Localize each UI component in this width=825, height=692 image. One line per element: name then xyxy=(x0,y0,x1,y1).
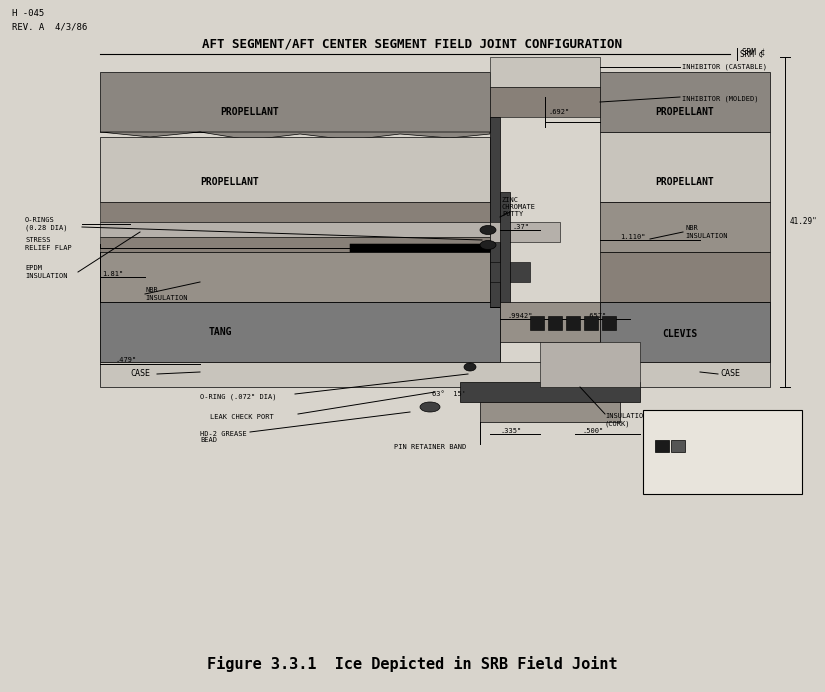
Text: HD-2 GREASE
BEAD: HD-2 GREASE BEAD xyxy=(200,430,247,444)
Text: PROPELLANT: PROPELLANT xyxy=(656,107,714,117)
Polygon shape xyxy=(600,72,770,132)
Polygon shape xyxy=(100,222,490,237)
Text: Figure 3.3.1  Ice Depicted in SRB Field Joint: Figure 3.3.1 Ice Depicted in SRB Field J… xyxy=(207,656,617,672)
Polygon shape xyxy=(540,342,640,387)
Polygon shape xyxy=(490,87,600,117)
Polygon shape xyxy=(490,117,500,307)
Polygon shape xyxy=(350,244,492,252)
Text: PROPELLANT: PROPELLANT xyxy=(200,177,259,187)
Text: CASE: CASE xyxy=(720,370,740,379)
Bar xyxy=(548,316,562,330)
Text: TANG: TANG xyxy=(208,327,232,337)
Polygon shape xyxy=(490,192,510,307)
Polygon shape xyxy=(600,252,770,302)
Polygon shape xyxy=(460,382,640,402)
Text: EPDM
INSULATION: EPDM INSULATION xyxy=(25,266,68,278)
Bar xyxy=(566,316,580,330)
Bar xyxy=(671,440,685,452)
Text: 1.110": 1.110" xyxy=(620,234,645,240)
Polygon shape xyxy=(100,302,500,362)
Ellipse shape xyxy=(464,363,476,371)
FancyBboxPatch shape xyxy=(643,410,802,494)
Text: NBR
INSULATION: NBR INSULATION xyxy=(685,226,728,239)
Polygon shape xyxy=(600,302,770,362)
Polygon shape xyxy=(490,222,560,242)
Text: – DEPICTS ICE: – DEPICTS ICE xyxy=(690,441,760,450)
Text: CASE: CASE xyxy=(130,370,150,379)
Polygon shape xyxy=(100,252,490,302)
Text: INHIBITOR (MOLDED): INHIBITOR (MOLDED) xyxy=(682,95,758,102)
Polygon shape xyxy=(100,137,490,202)
Text: .500": .500" xyxy=(582,428,603,434)
Polygon shape xyxy=(600,202,770,252)
Text: .692": .692" xyxy=(548,109,569,115)
Text: INHIBITOR (CASTABLE): INHIBITOR (CASTABLE) xyxy=(682,64,767,71)
Text: H -045: H -045 xyxy=(12,10,45,19)
Ellipse shape xyxy=(420,402,440,412)
Bar xyxy=(584,316,598,330)
Polygon shape xyxy=(600,362,770,387)
Text: 63°  15': 63° 15' xyxy=(432,391,466,397)
Text: 1.81": 1.81" xyxy=(102,271,123,277)
Text: ZINC
CHROMATE
PUTTY: ZINC CHROMATE PUTTY xyxy=(502,197,536,217)
Ellipse shape xyxy=(480,241,496,250)
Bar xyxy=(530,316,544,330)
Text: LEAK CHECK PORT: LEAK CHECK PORT xyxy=(210,414,274,420)
Text: .335": .335" xyxy=(500,428,521,434)
Text: AFT SEGMENT/AFT CENTER SEGMENT FIELD JOINT CONFIGURATION: AFT SEGMENT/AFT CENTER SEGMENT FIELD JOI… xyxy=(202,37,622,51)
Text: INSULATION
(CORK): INSULATION (CORK) xyxy=(605,413,648,427)
Text: O-RING (.072" DIA): O-RING (.072" DIA) xyxy=(200,394,276,400)
Polygon shape xyxy=(490,57,600,87)
Text: O-RINGS
(0.28 DIA): O-RINGS (0.28 DIA) xyxy=(25,217,68,230)
Text: PIN RETAINER BAND: PIN RETAINER BAND xyxy=(394,444,466,450)
Bar xyxy=(602,316,616,330)
Ellipse shape xyxy=(480,226,496,235)
Polygon shape xyxy=(480,402,620,422)
Polygon shape xyxy=(100,202,490,222)
Text: PROPELLANT: PROPELLANT xyxy=(656,177,714,187)
Text: .657": .657" xyxy=(585,313,606,319)
Text: REV. A  4/3/86: REV. A 4/3/86 xyxy=(12,23,87,32)
Text: PROPELLANT: PROPELLANT xyxy=(220,107,280,117)
Text: .9942": .9942" xyxy=(507,313,532,319)
Polygon shape xyxy=(100,72,490,132)
Polygon shape xyxy=(100,237,490,252)
Text: SRM ¢: SRM ¢ xyxy=(742,48,765,57)
Polygon shape xyxy=(490,262,530,282)
Bar xyxy=(655,440,669,452)
Polygon shape xyxy=(100,132,490,140)
Polygon shape xyxy=(500,302,600,342)
Polygon shape xyxy=(600,132,770,202)
Text: .479": .479" xyxy=(115,357,136,363)
Text: NOTE:: NOTE: xyxy=(655,419,685,429)
Text: NBR
INSULATION: NBR INSULATION xyxy=(145,287,187,300)
Text: 41.29": 41.29" xyxy=(790,217,818,226)
Text: CLEVIS: CLEVIS xyxy=(662,329,698,339)
Text: SRM ¢: SRM ¢ xyxy=(740,50,763,59)
Text: STRESS
RELIEF FLAP: STRESS RELIEF FLAP xyxy=(25,237,72,251)
Polygon shape xyxy=(100,362,620,387)
Text: .37": .37" xyxy=(512,224,529,230)
